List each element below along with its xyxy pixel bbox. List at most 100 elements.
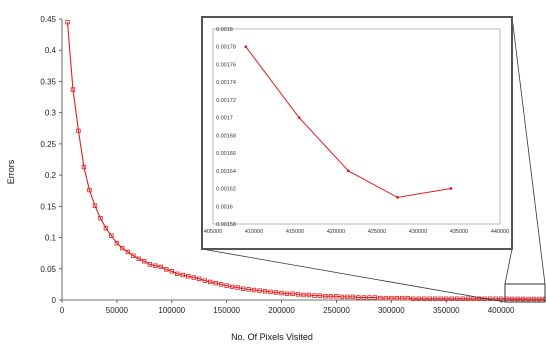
inset-data-point-marker — [297, 116, 301, 120]
inset-data-point-marker — [396, 196, 399, 199]
data-point-marker — [323, 294, 328, 299]
inset-y-tick-label: 0.00162 — [216, 187, 236, 193]
data-point-marker — [411, 296, 416, 301]
inset-x-tick-label: 440000 — [491, 229, 509, 235]
data-point-marker — [120, 245, 125, 251]
data-point-marker — [531, 296, 537, 302]
x-tick-label: 400000 — [488, 306, 515, 315]
inset-y-tick-label: 0.00174 — [216, 80, 236, 86]
inset-y-tick-label: 0.0016 — [216, 204, 233, 210]
inset-x-tick-label: 410000 — [245, 229, 263, 235]
x-tick-label: 350000 — [433, 306, 460, 315]
data-point-marker — [153, 263, 158, 268]
data-point-marker — [136, 256, 142, 261]
data-point-marker — [164, 267, 169, 272]
main-y-tick-labels: 0 0.05 0.1 0.15 0.2 0.25 0.3 0.35 0.4 0.45 — [40, 15, 62, 305]
data-point-marker — [405, 295, 410, 301]
inset-y-tick-label: 0.00172 — [216, 98, 236, 104]
inset-y-tick-labels: 0.00158 0.0016 0.00162 0.00164 0.00166 0.0016… — [216, 27, 236, 228]
y-tick-label: 0.05 — [40, 265, 56, 274]
data-point-marker — [186, 274, 191, 279]
data-point-marker — [476, 296, 482, 301]
inset-zoom-plot: 405000 410000 415000 420000 425000 430000 4350… — [201, 16, 513, 250]
inset-data-point-marker — [449, 187, 453, 190]
data-point-marker — [284, 291, 290, 296]
data-point-marker — [460, 296, 465, 301]
data-point-marker — [301, 292, 306, 298]
inset-y-tick-label: 0.00168 — [216, 133, 236, 139]
inset-data-point-marker — [346, 169, 350, 173]
inset-y-tick-label: 0.00176 — [216, 62, 236, 68]
y-tick-label: 0.45 — [40, 15, 56, 24]
data-point-marker — [383, 295, 389, 301]
data-point-marker — [87, 187, 92, 193]
data-point-marker — [218, 282, 224, 287]
x-tick-label: 250000 — [323, 306, 350, 315]
y-tick-label: 0 — [52, 296, 57, 305]
data-point-marker — [224, 283, 229, 288]
y-tick-label: 0.4 — [45, 46, 57, 55]
data-point-marker — [537, 296, 542, 302]
data-point-marker — [262, 289, 268, 294]
main-x-tick-labels: 0 50000 100000 150000 200000 250000 300000 3500… — [60, 300, 515, 315]
data-point-marker — [81, 164, 87, 170]
data-point-marker — [350, 294, 356, 300]
data-point-marker — [229, 284, 235, 290]
inset-y-tick-label: 0.00158 — [216, 222, 236, 228]
data-point-marker — [197, 276, 202, 281]
inset-y-tick-label: 0.00164 — [216, 169, 236, 175]
data-point-marker — [400, 295, 405, 301]
data-point-marker — [317, 293, 323, 298]
data-point-marker — [191, 275, 196, 280]
inset-x-tick-labels: 405000 410000 415000 420000 425000 430000 4350… — [204, 229, 509, 235]
inset-data-point-marker — [244, 45, 248, 49]
zoom-connector-line — [504, 248, 513, 285]
data-point-marker — [246, 287, 251, 292]
data-point-marker — [142, 259, 147, 264]
data-point-marker — [268, 289, 273, 295]
data-point-marker — [416, 296, 421, 301]
y-tick-label: 0.1 — [45, 234, 57, 243]
data-point-marker — [328, 294, 334, 299]
data-point-marker — [125, 249, 131, 255]
data-point-marker — [98, 215, 103, 221]
data-point-marker — [235, 285, 240, 290]
data-point-marker — [202, 278, 207, 283]
data-point-marker — [147, 262, 153, 267]
x-axis-title: No. Of Pixels Visited — [231, 332, 313, 342]
x-tick-label: 0 — [60, 306, 65, 315]
inset-x-tick-label: 415000 — [286, 229, 304, 235]
x-tick-label: 200000 — [268, 306, 295, 315]
zoom-connector-line — [511, 16, 546, 285]
main-error-series-line — [66, 22, 545, 300]
data-point-marker — [158, 264, 163, 270]
main-error-markers — [65, 19, 546, 302]
data-point-marker — [251, 287, 257, 293]
data-point-marker — [438, 296, 443, 301]
data-point-marker — [70, 87, 76, 92]
data-point-marker — [109, 233, 114, 238]
inset-error-markers — [244, 45, 453, 199]
data-point-marker — [279, 290, 284, 296]
data-point-marker — [372, 295, 378, 300]
inset-x-tick-label: 430000 — [409, 229, 427, 235]
zoom-region-box — [504, 283, 546, 303]
y-tick-label: 0.3 — [45, 109, 57, 118]
data-point-marker — [389, 295, 394, 301]
data-point-marker — [131, 253, 136, 258]
inset-y-tick-label: 0.00166 — [216, 151, 236, 157]
data-point-marker — [306, 292, 312, 298]
data-point-marker — [361, 295, 367, 300]
main-plot: 0 50000 100000 150000 200000 250000 300000 3500… — [40, 15, 546, 315]
data-point-marker — [169, 269, 174, 274]
data-point-marker — [498, 296, 504, 301]
data-point-marker — [295, 292, 301, 297]
y-tick-label: 0.15 — [40, 202, 56, 211]
data-point-marker — [207, 279, 213, 285]
data-point-marker — [367, 295, 372, 300]
y-tick-label: 0.35 — [40, 77, 56, 86]
y-tick-label: 0.25 — [40, 140, 56, 149]
inset-x-tick-label: 425000 — [368, 229, 386, 235]
data-point-marker — [520, 296, 526, 302]
